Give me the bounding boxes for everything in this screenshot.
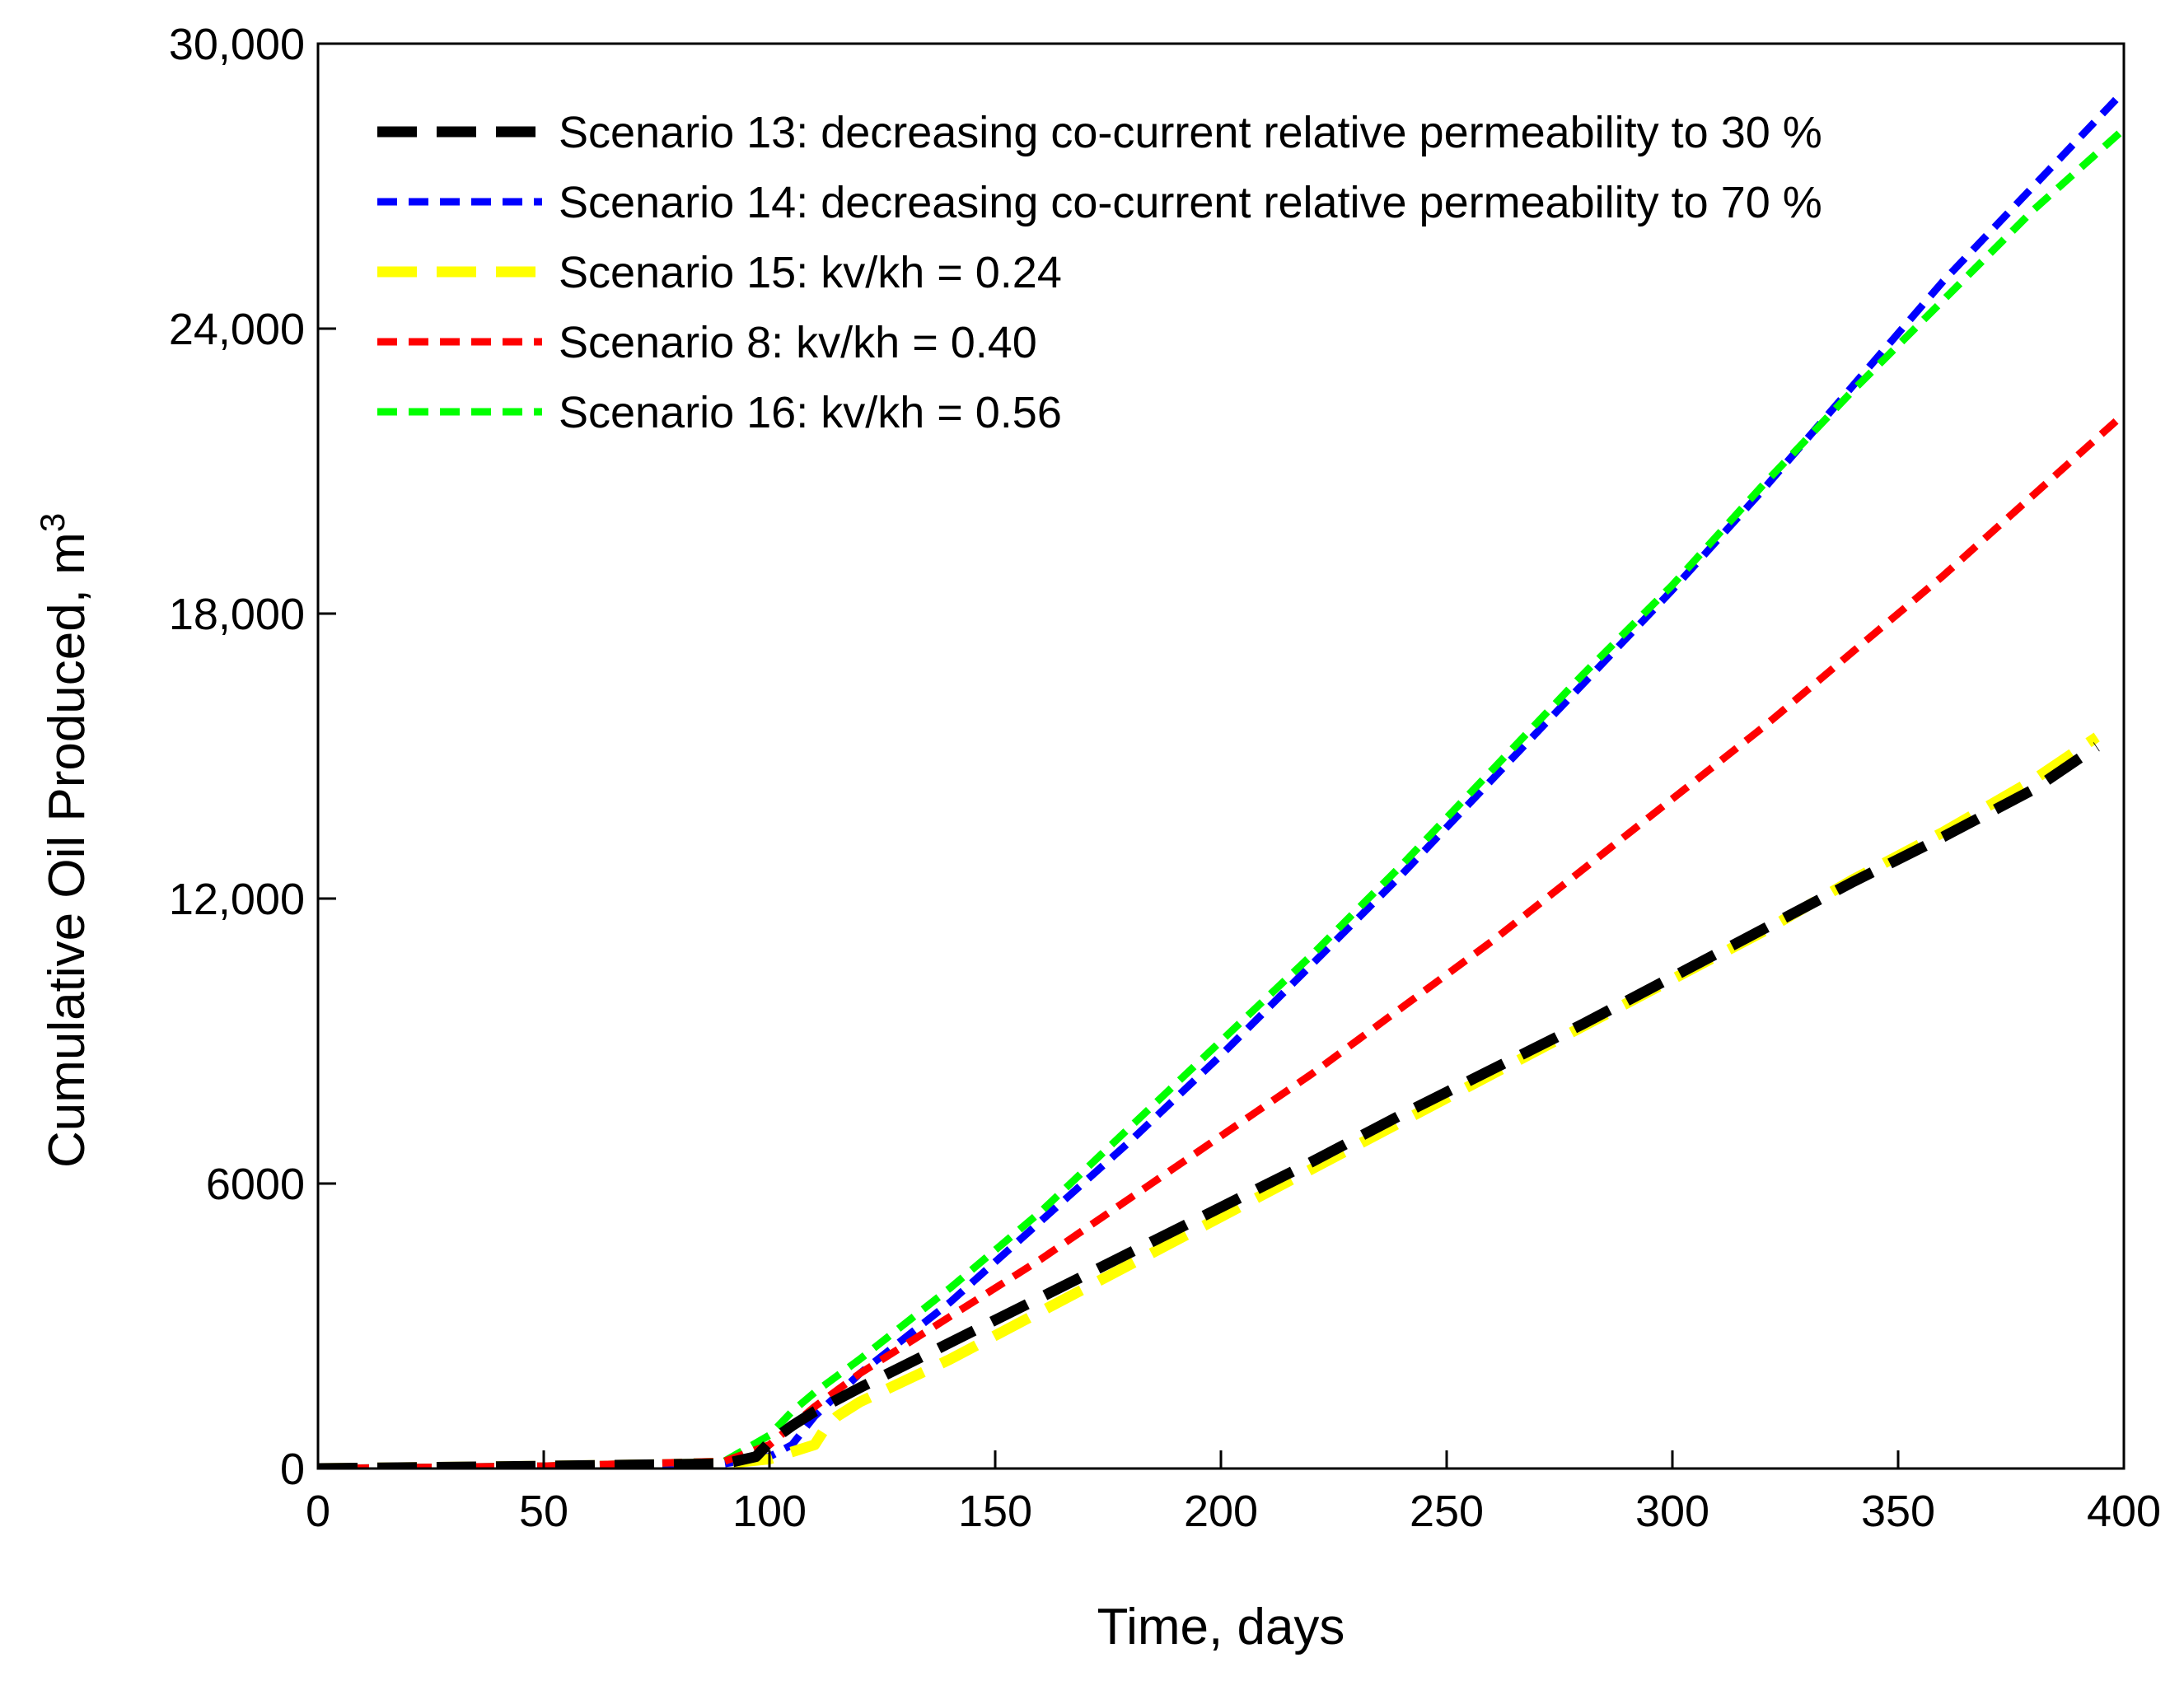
- legend-label: Scenario 13: decreasing co-current relat…: [559, 108, 1822, 157]
- y-tick-label: 0: [280, 1445, 305, 1494]
- x-axis-label: Time, days: [1097, 1599, 1345, 1655]
- y-tick-label: 18,000: [169, 590, 305, 639]
- y-axis: 0 6000 12,000 18,000 24,000 30,000: [169, 20, 336, 1494]
- series-line-0: [318, 742, 2100, 1469]
- legend-entry: Scenario 16: kv/kh = 0.56: [377, 388, 1062, 437]
- x-tick-label: 250: [1410, 1487, 1484, 1536]
- series-line-4: [318, 126, 2124, 1469]
- legend-entry: Scenario 13: decreasing co-current relat…: [377, 108, 1822, 157]
- x-tick-label: 0: [306, 1487, 330, 1536]
- x-tick-label: 400: [2087, 1487, 2161, 1536]
- y-axis-label: Cumulative Oil Produced, m3: [33, 513, 96, 1168]
- x-axis: 0 50 100 150 200 250 300 350 400: [306, 1450, 2161, 1536]
- series-line-1: [318, 88, 2124, 1469]
- legend-label: Scenario 8: kv/kh = 0.40: [559, 318, 1037, 367]
- legend-entry: Scenario 15: kv/kh = 0.24: [377, 248, 1062, 297]
- legend-label: Scenario 16: kv/kh = 0.56: [559, 388, 1062, 437]
- series-layer: [318, 88, 2124, 1469]
- legend-entry: Scenario 14: decreasing co-current relat…: [377, 178, 1822, 227]
- legend: Scenario 13: decreasing co-current relat…: [377, 108, 1822, 437]
- y-tick-label: 24,000: [169, 305, 305, 354]
- legend-label: Scenario 14: decreasing co-current relat…: [559, 178, 1822, 227]
- series-line-3: [318, 411, 2124, 1469]
- series-line-2: [318, 732, 2100, 1469]
- x-tick-label: 200: [1184, 1487, 1258, 1536]
- legend-label: Scenario 15: kv/kh = 0.24: [559, 248, 1062, 297]
- y-tick-label: 12,000: [169, 875, 305, 924]
- x-tick-label: 300: [1635, 1487, 1709, 1536]
- legend-entry: Scenario 8: kv/kh = 0.40: [377, 318, 1037, 367]
- y-tick-label: 30,000: [169, 20, 305, 69]
- x-tick-label: 100: [732, 1487, 807, 1536]
- y-tick-label: 6000: [206, 1160, 305, 1209]
- y-axis-label-text: Cumulative Oil Produced, m: [39, 532, 96, 1168]
- x-tick-label: 50: [519, 1487, 568, 1536]
- y-axis-label-superscript: 3: [33, 513, 72, 532]
- x-tick-label: 150: [958, 1487, 1032, 1536]
- x-tick-label: 350: [1861, 1487, 1935, 1536]
